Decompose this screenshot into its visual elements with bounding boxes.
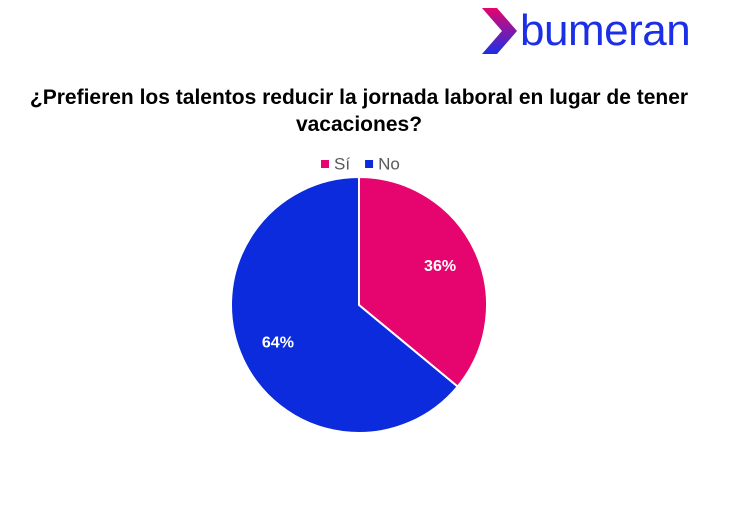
legend-swatch <box>365 160 374 168</box>
pie: 36% 64% Sí No <box>230 154 488 434</box>
pie-slice <box>358 175 488 388</box>
logo-icon <box>482 8 517 54</box>
legend-swatch <box>321 160 329 168</box>
pie-slice <box>230 175 460 434</box>
legend-label: Sí <box>334 154 350 173</box>
data-label: 36% <box>424 258 456 275</box>
legend-label: No <box>378 154 400 173</box>
data-label: 64% <box>262 334 294 351</box>
chart-title: ¿Prefieren los talentos reducir la jorna… <box>29 86 689 136</box>
logo: bumeran <box>520 6 691 55</box>
